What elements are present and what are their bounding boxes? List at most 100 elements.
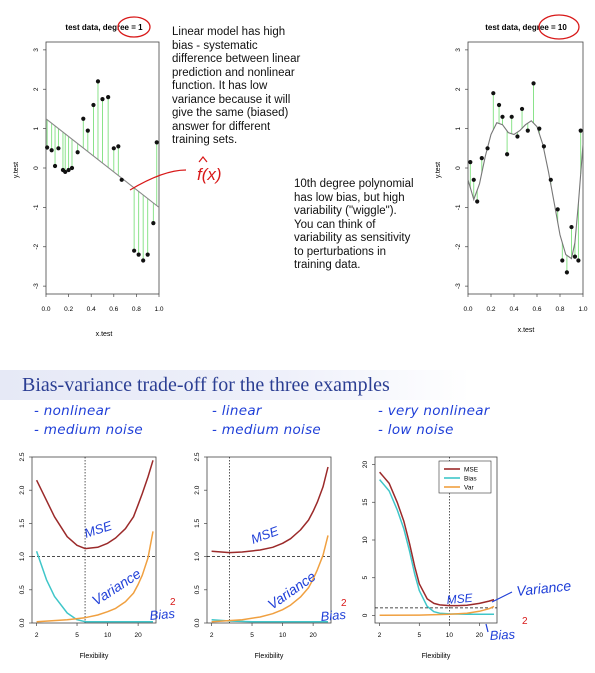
y-tick-label: 0.5 — [194, 585, 201, 594]
y-tick-label: 2 — [33, 87, 40, 91]
data-point — [85, 128, 90, 133]
x-axis-label: Flexibility — [255, 653, 284, 660]
y-tick-label: 2.5 — [19, 452, 26, 461]
data-point — [81, 116, 86, 121]
data-point — [132, 248, 137, 253]
x-tick-label: 0.0 — [41, 306, 50, 313]
data-point — [578, 128, 583, 133]
data-point — [576, 258, 581, 263]
data-point — [111, 146, 116, 151]
fit-line — [45, 118, 160, 208]
data-point — [509, 114, 514, 119]
y-tick-label: -3 — [455, 283, 462, 289]
fhat-label: f(x) — [197, 165, 222, 184]
y-tick-label: 15 — [362, 498, 369, 506]
data-point — [49, 148, 54, 153]
x-tick-label: 0.8 — [132, 306, 141, 313]
data-point — [116, 144, 121, 149]
plot-title: test data, degree = 10 — [485, 23, 567, 32]
data-point — [569, 224, 574, 230]
data-point — [151, 221, 156, 226]
data-point — [531, 81, 536, 86]
x-tick-label: 1.0 — [154, 306, 163, 313]
y-tick-label: 10 — [362, 536, 369, 544]
data-point — [100, 96, 105, 102]
legend: MSE Bias Var — [438, 460, 492, 494]
y-tick-label: 1 — [33, 126, 40, 130]
x-tick-label: 2 — [35, 632, 39, 639]
y-tick-label: 0 — [33, 166, 40, 170]
y-tick-label: 1.0 — [194, 552, 201, 561]
legend-label: MSE — [464, 467, 479, 474]
plot-frame — [31, 456, 157, 624]
y-tick-label: -1 — [455, 204, 462, 210]
ex1-desc-1: - nonlinear — [34, 403, 111, 419]
y-tick-label: 1.5 — [194, 519, 201, 528]
data-point — [91, 102, 96, 108]
y-tick-label: -3 — [33, 283, 40, 289]
x-tick-label: 1.0 — [578, 306, 587, 313]
section-title: Bias-variance trade-off for the three ex… — [22, 374, 390, 396]
data-point — [154, 140, 159, 145]
data-point — [500, 114, 505, 119]
y-tick-label: 1.5 — [19, 519, 26, 528]
legend-label: Bias — [464, 476, 477, 483]
data-point — [141, 258, 146, 263]
data-point — [471, 177, 476, 182]
data-point — [572, 254, 578, 259]
data-point — [145, 252, 150, 257]
data-point — [485, 146, 490, 151]
data-point — [560, 258, 565, 263]
series-line-2 — [211, 535, 329, 623]
series-line-1 — [379, 479, 494, 616]
x-tick-label: 2 — [378, 632, 382, 639]
data-point — [475, 199, 480, 204]
data-point — [75, 150, 80, 155]
series-line-2 — [379, 605, 495, 617]
data-point — [541, 144, 546, 149]
degree10-note: 10th degree polynomial has low bias, but… — [294, 178, 414, 271]
plot-frame — [206, 456, 332, 624]
legend-label: Var — [464, 485, 474, 492]
ex2-desc-1: - linear — [212, 403, 262, 419]
y-tick-label: 2.0 — [19, 485, 26, 494]
data-point — [515, 134, 520, 139]
data-point — [106, 95, 111, 100]
x-axis-label: Flexibility — [80, 653, 109, 660]
y-tick-label: -2 — [455, 243, 462, 249]
x-tick-label: 10 — [104, 632, 112, 639]
data-point — [491, 91, 496, 96]
ex2-desc-2: - medium noise — [212, 422, 322, 438]
x-tick-label: 0.2 — [486, 306, 495, 313]
fit-curve — [467, 120, 584, 260]
y-tick-label: 2 — [455, 87, 462, 91]
ex3-desc-2: - low noise — [378, 422, 454, 438]
x-tick-label: 5 — [75, 632, 79, 639]
data-point — [136, 252, 141, 257]
data-point — [468, 159, 473, 165]
data-point — [537, 126, 542, 131]
data-point — [63, 169, 68, 175]
y-axis-label: y.test — [435, 162, 442, 178]
y-tick-label: 20 — [362, 461, 369, 469]
y-tick-label: 3 — [455, 48, 462, 52]
data-point — [555, 207, 560, 212]
y-tick-label: 0.5 — [19, 585, 26, 594]
y-tick-label: 2.0 — [194, 485, 201, 494]
fhat-hat-icon — [198, 156, 208, 163]
data-point — [496, 102, 502, 108]
x-tick-label: 0.6 — [109, 306, 118, 313]
degree1-note: Linear model has high bias - systematic … — [172, 26, 301, 146]
x-axis-label: x.test — [96, 331, 113, 338]
y-tick-label: 0 — [362, 613, 369, 617]
y-tick-label: 0.0 — [194, 618, 201, 627]
series-line-0 — [211, 466, 329, 554]
plot-frame — [467, 41, 584, 295]
data-point — [525, 128, 530, 133]
data-point — [45, 145, 50, 150]
degree1-plot: test data, degree = 1 -3 -2 -1 0 1 2 3 0.0 0.2 0.… — [13, 23, 164, 338]
x-tick-label: 0.6 — [532, 306, 541, 313]
y-tick-label: 1.0 — [19, 552, 26, 561]
y-tick-label: 3 — [33, 48, 40, 52]
x-tick-label: 10 — [446, 632, 454, 639]
